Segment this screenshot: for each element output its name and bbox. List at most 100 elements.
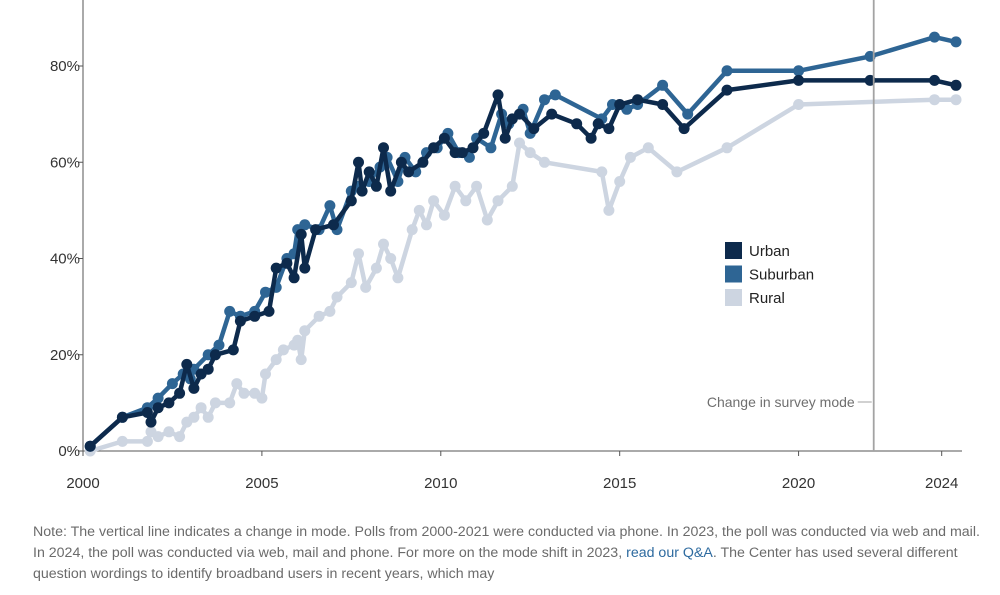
data-point-urban (281, 257, 293, 269)
data-point-rural (370, 262, 382, 274)
x-tick-label: 2015 (603, 475, 636, 492)
data-point-rural (231, 378, 243, 390)
data-point-rural (360, 281, 372, 293)
data-point-rural (345, 277, 357, 289)
data-point-urban (438, 132, 450, 144)
data-point-rural (295, 354, 307, 366)
series-layer (84, 31, 962, 457)
axes: 0% 20% 40% 60% 80% 2000 2005 2010 2015 2020 2024 (50, 0, 962, 492)
data-point-suburban (213, 339, 225, 351)
data-point-rural (163, 426, 175, 438)
data-point-urban (528, 123, 540, 135)
mode-change-label: Change in survey mode (707, 394, 855, 410)
y-tick-label: 60% (50, 154, 80, 171)
data-point-urban (209, 349, 221, 361)
data-point-rural (378, 238, 389, 250)
data-point-urban (403, 166, 415, 178)
data-point-rural (141, 435, 153, 447)
data-point-urban (571, 118, 583, 130)
data-point-rural (471, 180, 483, 192)
data-point-rural (324, 305, 336, 317)
series-suburban (84, 31, 962, 452)
data-point-urban (395, 156, 407, 168)
data-point-urban (328, 219, 339, 231)
data-point-suburban (224, 305, 236, 317)
data-point-urban (585, 132, 597, 144)
data-point-suburban (549, 89, 561, 101)
data-point-rural (406, 224, 418, 236)
data-point-urban (310, 224, 322, 236)
data-point-urban (145, 416, 157, 428)
qa-link[interactable]: read our Q&A (626, 545, 713, 561)
legend-label-rural: Rural (749, 290, 785, 307)
data-point-rural (428, 195, 440, 207)
data-point-suburban (166, 378, 178, 390)
legend-swatch-rural (725, 289, 742, 306)
x-tick-label: 2000 (66, 475, 99, 492)
data-point-rural (270, 354, 282, 366)
data-point-urban (356, 185, 368, 197)
legend-label-suburban: Suburban (749, 267, 814, 284)
x-tick-label: 2010 (424, 475, 457, 492)
data-point-urban (202, 363, 214, 375)
data-point-rural (116, 435, 128, 447)
data-point-urban (141, 407, 153, 418)
data-point-urban (514, 108, 525, 120)
data-point-urban (263, 305, 275, 317)
data-point-rural (671, 166, 683, 178)
data-point-rural (353, 248, 364, 260)
data-point-urban (84, 440, 96, 452)
data-point-urban (678, 123, 690, 135)
data-point-urban (353, 156, 364, 168)
data-point-urban (249, 310, 261, 322)
data-point-urban (363, 166, 375, 178)
legend-label-urban: Urban (749, 243, 790, 260)
data-point-rural (449, 180, 461, 192)
data-point-rural (642, 142, 654, 154)
mode-change-layer: Change in survey mode (707, 0, 875, 451)
y-tick-label: 20% (50, 347, 80, 364)
series-line-urban (87, 78, 959, 449)
data-point-urban (492, 89, 504, 101)
data-point-suburban (682, 108, 694, 120)
data-point-urban (181, 358, 193, 370)
data-point-rural (506, 180, 518, 192)
data-point-rural (188, 411, 200, 423)
data-point-urban (270, 262, 282, 274)
legend-swatch-suburban (725, 265, 742, 283)
data-point-suburban (324, 200, 336, 212)
data-point-rural (614, 176, 626, 187)
data-point-rural (260, 368, 271, 380)
data-point-rural (460, 195, 472, 207)
data-point-urban (950, 79, 962, 91)
data-point-rural (152, 431, 164, 443)
data-point-rural (524, 147, 536, 159)
data-point-suburban (929, 31, 940, 43)
data-point-rural (514, 137, 525, 149)
data-point-urban (546, 108, 558, 120)
data-point-rural (438, 209, 450, 221)
data-point-urban (295, 228, 307, 240)
data-point-urban (499, 132, 511, 144)
data-point-urban (299, 262, 311, 274)
data-point-rural (539, 156, 550, 168)
data-point-suburban (793, 65, 805, 77)
data-point-rural (603, 204, 615, 216)
data-point-rural (721, 142, 733, 154)
data-point-rural (292, 334, 304, 346)
series-urban (84, 74, 962, 452)
chart: 0% 20% 40% 60% 80% 2000 2005 2010 2015 2020 2024 C… (50, 0, 962, 492)
data-point-urban (227, 344, 239, 356)
data-point-rural (174, 431, 186, 443)
chart-note: Note: The vertical line indicates a chan… (33, 522, 988, 585)
x-tick-label: 2024 (925, 475, 958, 492)
data-point-urban (603, 123, 615, 135)
data-point-suburban (152, 392, 164, 404)
data-point-urban (288, 272, 300, 284)
data-point-urban (428, 142, 440, 154)
data-point-urban (657, 99, 669, 110)
data-point-suburban (299, 219, 311, 231)
data-point-urban (456, 147, 468, 159)
data-point-rural (481, 214, 493, 226)
data-point-urban (614, 99, 626, 110)
